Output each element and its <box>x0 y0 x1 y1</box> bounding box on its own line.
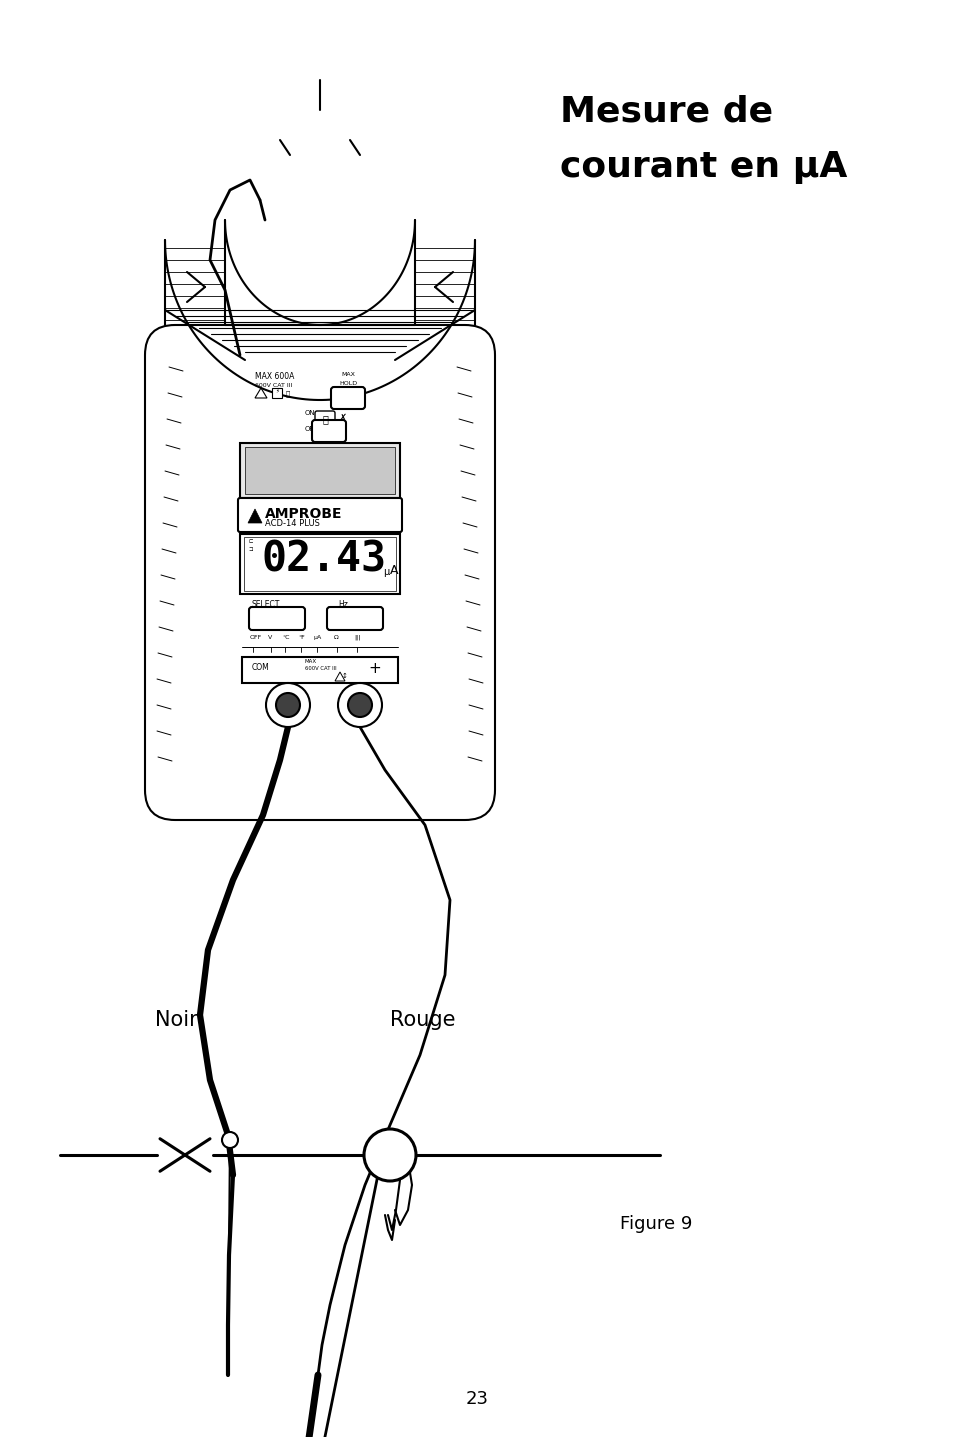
FancyBboxPatch shape <box>237 499 401 532</box>
Text: 🔔: 🔔 <box>322 414 328 424</box>
Text: ⊏: ⊏ <box>248 539 253 545</box>
Polygon shape <box>248 509 262 523</box>
Text: ACD-14 PLUS: ACD-14 PLUS <box>265 519 319 527</box>
Text: Noir: Noir <box>154 1010 197 1030</box>
Text: AMPROBE: AMPROBE <box>265 507 342 522</box>
Text: μA: μA <box>314 635 322 639</box>
Text: OFF: OFF <box>305 425 318 433</box>
Circle shape <box>337 683 381 727</box>
Text: +: + <box>368 661 381 675</box>
Text: ⊐: ⊐ <box>248 547 253 552</box>
Bar <box>272 388 282 398</box>
Circle shape <box>266 683 310 727</box>
Bar <box>240 443 399 499</box>
Text: courant en μA: courant en μA <box>559 149 846 184</box>
Text: ⚡: ⚡ <box>274 389 278 394</box>
FancyBboxPatch shape <box>327 606 382 629</box>
Text: Rouge: Rouge <box>390 1010 455 1030</box>
Text: SELECT: SELECT <box>252 601 280 609</box>
Text: |||: ||| <box>354 635 360 641</box>
Text: ON: ON <box>305 410 315 415</box>
Text: °F: °F <box>297 635 304 639</box>
Text: 600V CAT III: 600V CAT III <box>254 384 293 388</box>
Circle shape <box>275 693 299 717</box>
Text: 600V CAT III: 600V CAT III <box>305 665 336 671</box>
Circle shape <box>364 1129 416 1181</box>
Bar <box>245 447 395 494</box>
Text: Hz: Hz <box>337 601 348 609</box>
Text: A: A <box>390 563 398 578</box>
Text: Figure 9: Figure 9 <box>619 1216 692 1233</box>
Text: ✗: ✗ <box>338 412 347 422</box>
Bar <box>244 537 395 591</box>
Text: V: V <box>268 635 272 639</box>
Circle shape <box>222 1132 237 1148</box>
FancyBboxPatch shape <box>312 420 346 443</box>
Text: 23: 23 <box>465 1390 488 1408</box>
Text: MAX: MAX <box>305 660 316 664</box>
Text: MAX: MAX <box>341 372 355 376</box>
Text: Mesure de: Mesure de <box>559 95 772 129</box>
Text: °C: °C <box>282 635 289 639</box>
Text: μ: μ <box>382 568 389 578</box>
FancyBboxPatch shape <box>314 411 335 428</box>
Text: ↕: ↕ <box>342 673 348 680</box>
Bar <box>240 535 399 593</box>
Text: Ω: Ω <box>334 635 338 639</box>
Text: HOLD: HOLD <box>338 381 356 387</box>
Text: OFF: OFF <box>250 635 262 639</box>
Text: ⏚: ⏚ <box>286 389 290 397</box>
FancyBboxPatch shape <box>145 325 495 821</box>
FancyBboxPatch shape <box>249 606 305 629</box>
Bar <box>242 657 397 683</box>
Text: 02.43: 02.43 <box>262 537 387 581</box>
Circle shape <box>348 693 372 717</box>
Text: COM: COM <box>252 662 270 673</box>
Text: MAX 600A: MAX 600A <box>254 372 294 381</box>
FancyBboxPatch shape <box>331 387 365 410</box>
